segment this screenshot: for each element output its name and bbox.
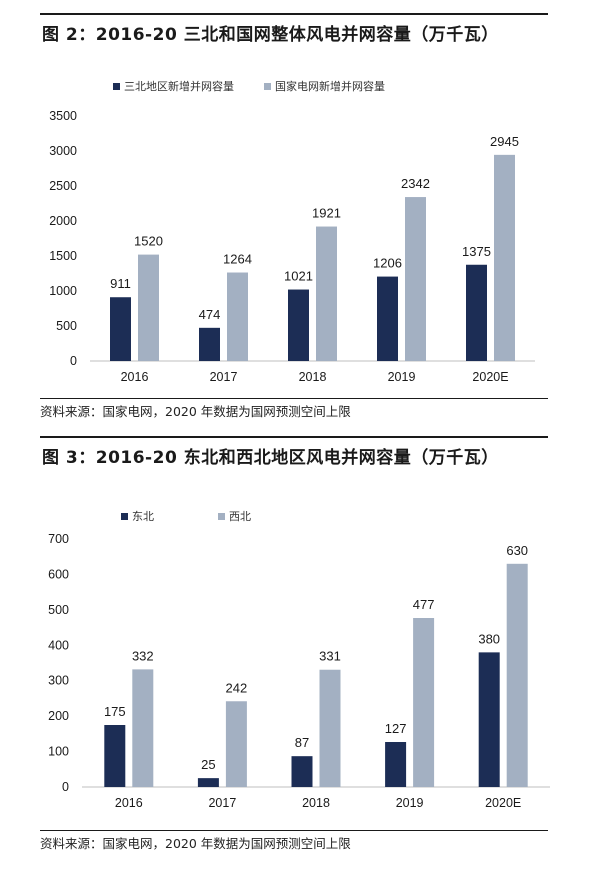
y-tick-label: 2000 xyxy=(49,214,77,228)
legend-label-2: 西北 xyxy=(229,510,251,523)
bar-2017-series-2 xyxy=(225,701,247,787)
bar-2017-series-1 xyxy=(199,327,220,361)
y-tick-label: 1000 xyxy=(49,284,77,298)
bar-2016-series-2 xyxy=(132,669,154,787)
y-tick-label: 3500 xyxy=(49,109,77,123)
figure-2-top-rule xyxy=(40,13,548,15)
y-tick-label: 3000 xyxy=(49,144,77,158)
data-label-2017-series-1: 25 xyxy=(201,757,215,772)
data-label-2016-series-1: 175 xyxy=(104,704,126,719)
y-tick-label: 200 xyxy=(48,709,69,723)
bar-2016-series-1 xyxy=(104,725,126,787)
figure-2-source: 资料来源：国家电网，2020 年数据为国网预测空间上限 xyxy=(40,398,548,420)
x-tick-label: 2016 xyxy=(115,796,143,810)
bar-2020E-series-1 xyxy=(478,652,500,787)
bar-2019-series-1 xyxy=(377,276,398,361)
x-tick-label: 2019 xyxy=(388,370,416,384)
bar-2019-series-2 xyxy=(413,618,435,787)
data-label-2019-series-2: 477 xyxy=(413,597,435,612)
x-tick-label: 2017 xyxy=(210,370,238,384)
chart-figure-3: 东北 西北 0 100 200 300 400 500 600 700 2016 175 332 2017… xyxy=(48,510,550,810)
bar-2017-series-1 xyxy=(197,778,219,787)
data-label-2018-series-2: 1921 xyxy=(312,206,341,221)
chart-figure-2: 三北地区新增并网容量 国家电网新增并网容量 0 500 1000 1500 2000 2500… xyxy=(49,79,535,384)
x-tick-label: 2020E xyxy=(485,796,521,810)
data-label-2016-series-2: 1520 xyxy=(134,234,163,249)
bar-2018-series-2 xyxy=(319,669,341,787)
data-label-2017-series-1: 474 xyxy=(199,307,221,322)
bar-2020E-series-2 xyxy=(494,154,515,361)
y-tick-label: 2500 xyxy=(49,179,77,193)
data-label-2020E-series-1: 380 xyxy=(478,631,500,646)
data-label-2019-series-2: 2342 xyxy=(401,176,430,191)
data-label-2017-series-2: 242 xyxy=(226,680,248,695)
y-tick-label: 0 xyxy=(62,780,69,794)
data-label-2020E-series-1: 1375 xyxy=(462,244,491,259)
x-tick-label: 2016 xyxy=(121,370,149,384)
y-tick-label: 600 xyxy=(48,567,69,581)
figure-2-title: 图 2：2016-20 三北和国网整体风电并网容量（万千瓦） xyxy=(42,25,499,45)
y-tick-label: 500 xyxy=(48,603,69,617)
x-tick-label: 2018 xyxy=(302,796,330,810)
bar-2016-series-1 xyxy=(110,297,131,361)
bar-2019-series-1 xyxy=(385,742,407,787)
legend-swatch-2 xyxy=(264,83,271,90)
y-tick-label: 0 xyxy=(70,354,77,368)
bar-2016-series-2 xyxy=(138,254,159,361)
data-label-2019-series-1: 1206 xyxy=(373,256,402,271)
y-tick-label: 500 xyxy=(56,319,77,333)
figure-3-top-rule xyxy=(40,436,548,438)
figure-3-title: 图 3：2016-20 东北和西北地区风电并网容量（万千瓦） xyxy=(42,448,499,468)
data-label-2018-series-1: 1021 xyxy=(284,269,313,284)
data-label-2016-series-1: 911 xyxy=(110,276,131,291)
x-tick-label: 2018 xyxy=(299,370,327,384)
legend-swatch-2 xyxy=(218,513,225,520)
bar-2020E-series-2 xyxy=(506,563,528,787)
figure-3-source: 资料来源：国家电网，2020 年数据为国网预测空间上限 xyxy=(40,830,548,852)
bar-2020E-series-1 xyxy=(466,264,487,361)
y-tick-label: 700 xyxy=(48,532,69,546)
data-label-2020E-series-2: 2945 xyxy=(490,134,519,149)
bar-2018-series-1 xyxy=(288,289,309,361)
bar-2018-series-1 xyxy=(291,756,313,787)
x-tick-label: 2019 xyxy=(396,796,424,810)
data-label-2018-series-1: 87 xyxy=(295,735,309,750)
data-label-2017-series-2: 1264 xyxy=(223,252,252,267)
bar-2017-series-2 xyxy=(227,272,248,361)
legend-label-1: 东北 xyxy=(132,510,154,523)
data-label-2018-series-2: 331 xyxy=(319,649,341,664)
bar-2018-series-2 xyxy=(316,226,337,361)
data-label-2019-series-1: 127 xyxy=(385,721,407,736)
bar-2019-series-2 xyxy=(405,197,426,361)
y-tick-label: 100 xyxy=(48,745,69,759)
y-tick-label: 1500 xyxy=(49,249,77,263)
y-tick-label: 300 xyxy=(48,674,69,688)
y-tick-label: 400 xyxy=(48,638,69,652)
x-tick-label: 2020E xyxy=(472,370,508,384)
x-tick-label: 2017 xyxy=(208,796,236,810)
legend-swatch-1 xyxy=(121,513,128,520)
legend-swatch-1 xyxy=(113,83,120,90)
data-label-2020E-series-2: 630 xyxy=(506,543,528,558)
legend-label-1: 三北地区新增并网容量 xyxy=(124,79,234,93)
data-label-2016-series-2: 332 xyxy=(132,648,154,663)
legend-label-2: 国家电网新增并网容量 xyxy=(275,79,385,93)
